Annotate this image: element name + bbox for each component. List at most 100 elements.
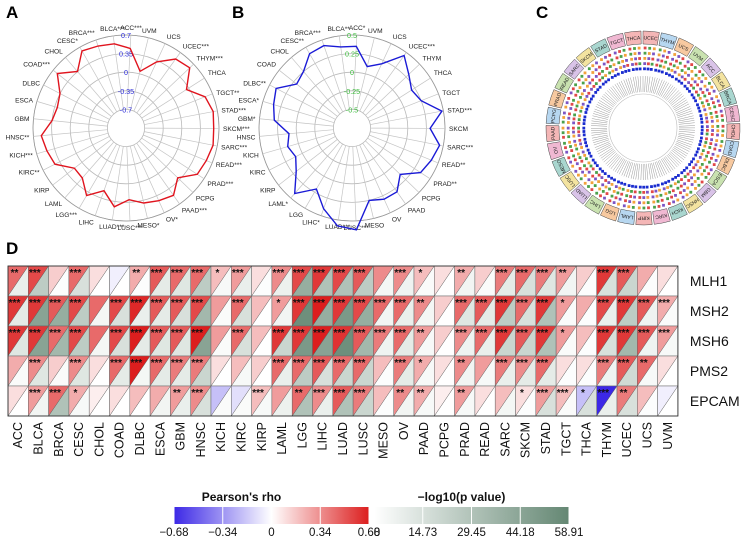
heatmap-diagonal (48, 355, 70, 387)
circos-tile (681, 57, 685, 61)
circos-tile (695, 90, 698, 94)
circos-link (618, 81, 627, 97)
circos-tile (622, 48, 626, 52)
circos-tile (591, 64, 595, 68)
significance-stars: *** (536, 298, 548, 309)
circos-tile (652, 47, 656, 51)
circos-tile (693, 66, 697, 69)
circos-link (601, 95, 615, 107)
circos-tile (700, 117, 703, 121)
heatmap-diagonal (616, 355, 638, 387)
circos-tile (595, 191, 599, 195)
heatmap-diagonal (7, 385, 29, 417)
radar-b-category-label: UCS (393, 34, 408, 41)
circos-tile (716, 154, 720, 158)
heatmap-diagonal (190, 355, 212, 387)
circos-sector (652, 208, 671, 225)
circos-tile (694, 163, 698, 167)
circos-tile (676, 66, 680, 70)
circos-tile (660, 198, 664, 202)
radar-b-spoke (362, 52, 407, 114)
radar-a-spoke (78, 143, 117, 209)
circos-tile (655, 194, 659, 198)
circos-tile (680, 75, 684, 79)
radar-b-spoke (278, 69, 338, 117)
circos-tile (677, 79, 681, 83)
correlation-heatmap: ** *** *** ** *** *** *** * *** *** *** *** *** *** **… (7, 265, 740, 459)
circos-tile (710, 85, 714, 89)
circos-tile (694, 99, 697, 103)
circos-link (664, 86, 676, 100)
circos-link (592, 115, 609, 120)
heatmap-diagonal (555, 385, 577, 417)
circos-tile (707, 172, 711, 176)
radar-a-spoke (43, 84, 110, 120)
circos-tile (703, 158, 707, 162)
circos-tile (638, 67, 642, 71)
significance-stars: *** (293, 298, 305, 309)
circos-tile (606, 60, 610, 64)
circos-tile (703, 84, 707, 88)
circos-tile (631, 184, 634, 188)
radar-a-category-label: UCEC*** (183, 43, 210, 50)
circos-sector-label: PRAD (553, 92, 563, 107)
circos-tile (598, 85, 602, 89)
circos-tile (698, 97, 702, 100)
significance-stars: *** (191, 298, 203, 309)
circos-tile (649, 68, 653, 71)
circos-tile (682, 169, 686, 172)
circos-link (651, 77, 656, 94)
significance-stars: *** (333, 268, 345, 279)
circos-tile (698, 166, 702, 170)
circos-tile (573, 139, 577, 143)
circos-tile (574, 83, 577, 87)
significance-stars: *** (354, 358, 366, 369)
heatmap-diagonal (352, 385, 374, 417)
circos-tile (710, 97, 714, 101)
circos-tile (579, 177, 583, 181)
circos-tile (570, 102, 574, 106)
circos-link (591, 131, 608, 134)
radar-a-spoke (133, 144, 165, 213)
significance-stars: *** (333, 388, 345, 399)
cancer-type-label: BRCA (52, 421, 66, 456)
significance-stars: *** (476, 298, 488, 309)
significance-stars: *** (354, 268, 366, 279)
circos-tile (709, 142, 713, 145)
circos-tile (638, 190, 642, 194)
circos-tile (721, 118, 724, 122)
circos-tile (574, 93, 578, 97)
heatmap-diagonal (291, 355, 313, 387)
circos-link (678, 117, 695, 122)
circos-link (596, 104, 612, 112)
circos-tile (583, 137, 587, 141)
circos-tile (721, 129, 725, 133)
circos-tile (599, 194, 602, 198)
circos-tile (704, 176, 708, 179)
heatmap-diagonal (454, 265, 476, 297)
radar-b-spoke (269, 84, 336, 120)
cancer-type-label: CHOL (92, 422, 106, 457)
heatmap-diagonal (291, 265, 313, 297)
heatmap-diagonal (515, 355, 537, 387)
radar-a-ring-1 (51, 53, 201, 203)
heatmap-diagonal (494, 355, 516, 387)
heatmap-diagonal (454, 325, 476, 357)
circos-link (675, 142, 691, 150)
circos-sector-label: LGG (604, 207, 616, 216)
circos-tile (623, 53, 627, 57)
circos-tile (638, 201, 641, 205)
cancer-type-label: TGCT (559, 422, 573, 456)
circos-tile (696, 103, 699, 107)
circos-link (596, 144, 612, 153)
heatmap-diagonal (109, 325, 131, 357)
circos-link (635, 76, 639, 93)
circos-link (593, 113, 609, 119)
circos-sector (726, 123, 741, 141)
circos-link (608, 155, 620, 168)
significance-stars: * (216, 268, 220, 279)
circos-tile (587, 185, 590, 188)
significance-stars: *** (638, 328, 650, 339)
circos-tile (700, 125, 704, 129)
